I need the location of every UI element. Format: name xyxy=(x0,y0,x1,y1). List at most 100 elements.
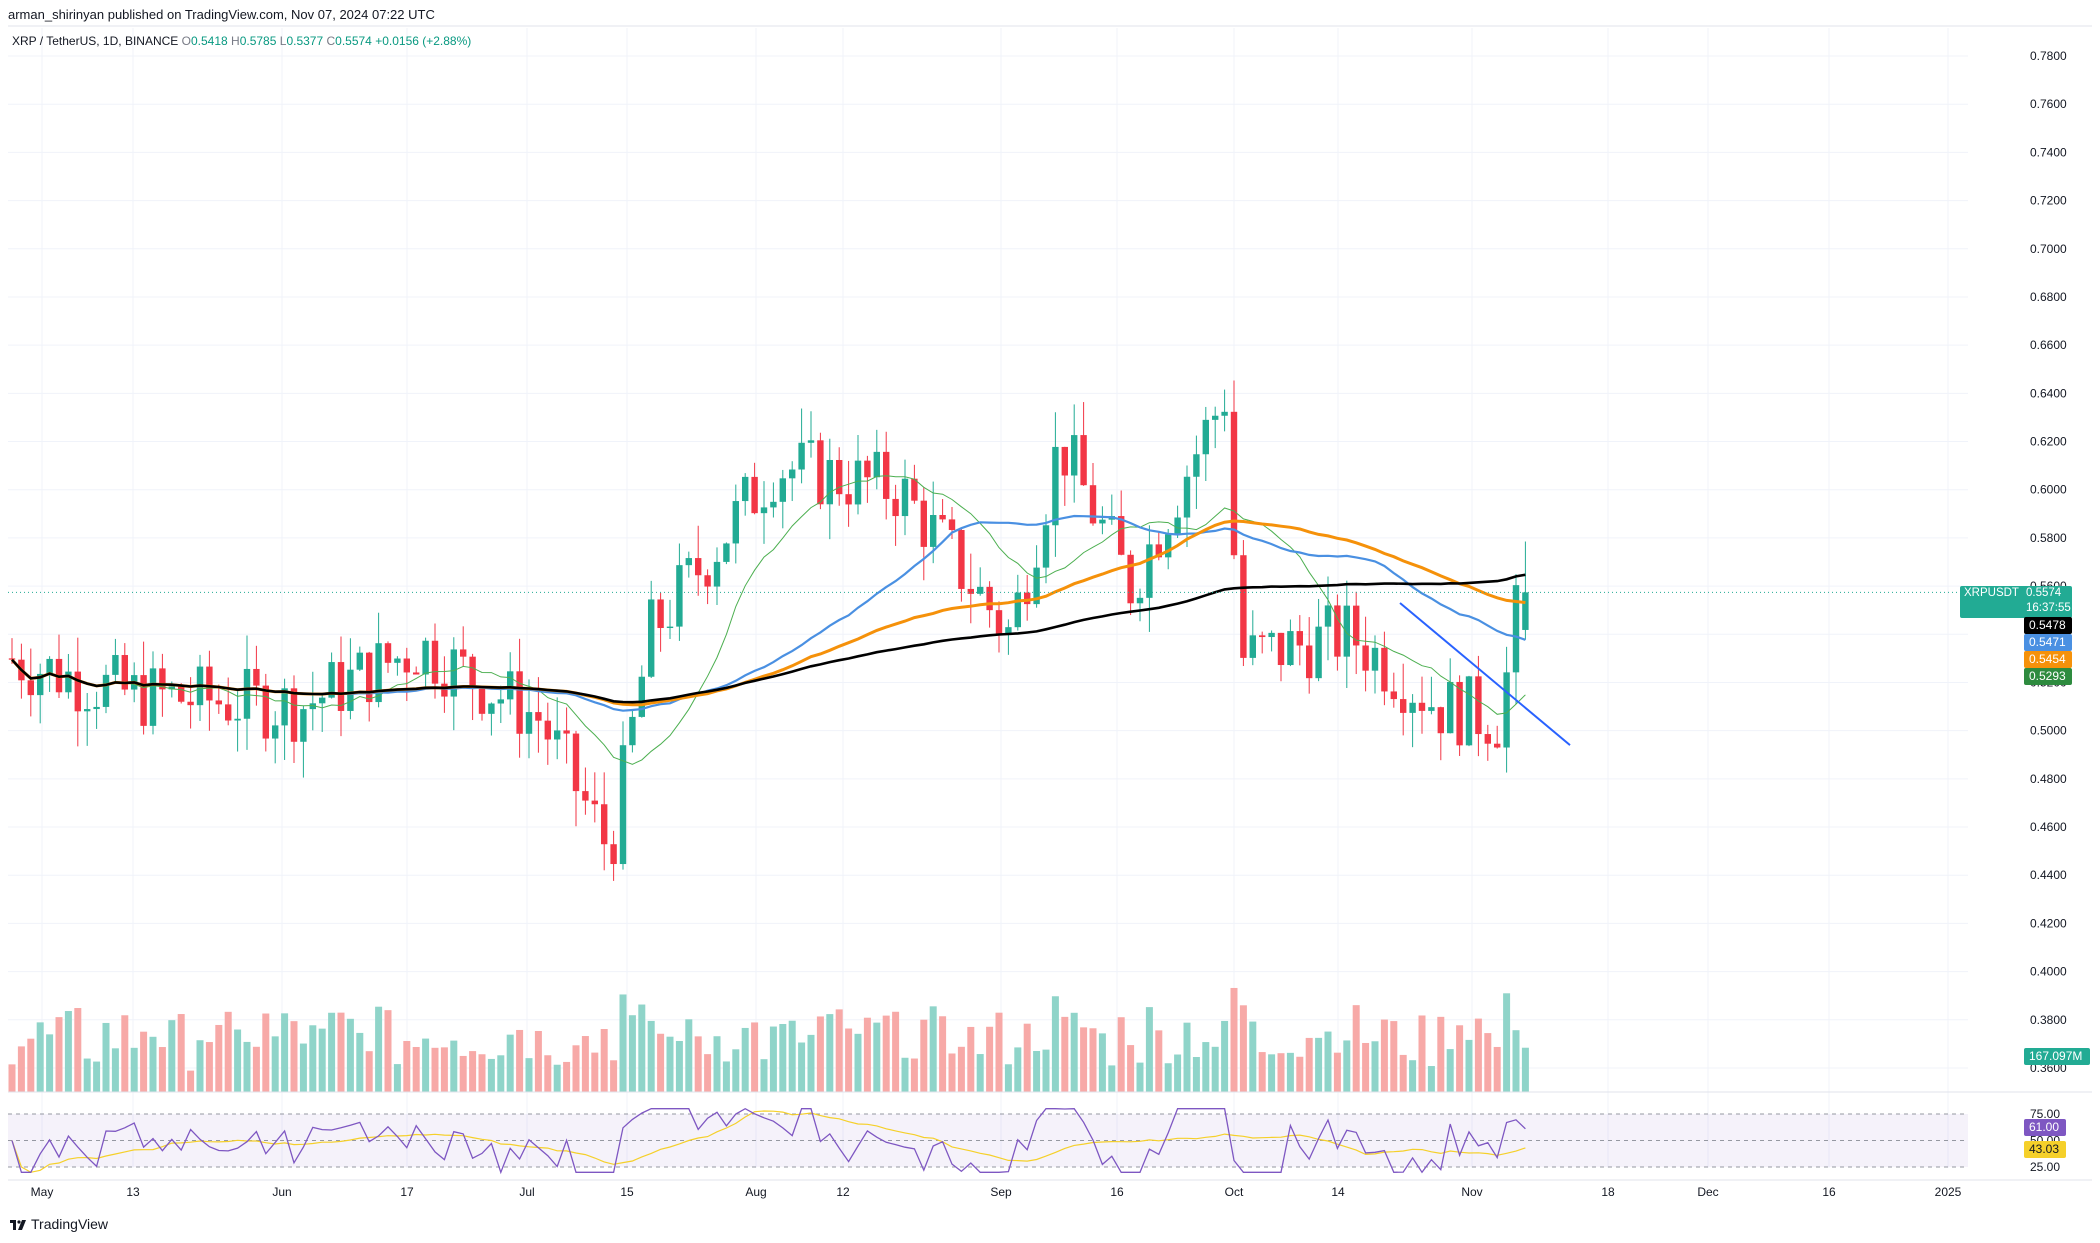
volume-bar xyxy=(356,1032,364,1092)
candle-body xyxy=(1127,554,1134,604)
rsi-ma-line xyxy=(11,1110,1526,1173)
candle-body xyxy=(1193,454,1200,477)
candle-body xyxy=(1371,647,1379,671)
volume-tag: 167.097M xyxy=(2024,1048,2090,1065)
candle-body xyxy=(1512,585,1520,673)
time-axis-label: 16 xyxy=(1822,1185,1836,1199)
candlesticks xyxy=(8,380,1529,881)
candle-body xyxy=(1522,592,1529,630)
candle-body xyxy=(1089,485,1097,524)
candle-body xyxy=(450,649,457,697)
volume-bar xyxy=(1371,1041,1379,1092)
volume-bar xyxy=(647,1020,655,1092)
candle-body xyxy=(911,478,918,501)
rsi-tag: 61.00 xyxy=(2024,1119,2066,1136)
candle-body xyxy=(1484,734,1491,744)
candle-body xyxy=(1118,516,1125,555)
volume-bar xyxy=(328,1012,336,1092)
candle-body xyxy=(920,500,927,547)
volume-bar xyxy=(929,1006,937,1092)
tradingview-brand[interactable]: TradingView xyxy=(10,1216,108,1232)
volume-bar xyxy=(93,1061,101,1092)
volume-bar xyxy=(506,1034,514,1092)
volume-bar xyxy=(910,1058,918,1092)
time-axis-label: Dec xyxy=(1697,1185,1718,1199)
candle-body xyxy=(102,674,110,707)
candle-body xyxy=(563,730,570,734)
volume-bar xyxy=(1023,1023,1031,1092)
candle-body xyxy=(864,460,871,478)
volume-bar xyxy=(1061,1016,1069,1092)
candle-body xyxy=(807,440,815,443)
volume-bar xyxy=(1202,1042,1210,1092)
candle-body xyxy=(431,640,439,684)
volume-bar xyxy=(1343,1040,1351,1092)
volume-bar xyxy=(309,1025,317,1092)
candle-body xyxy=(300,709,307,742)
volume-bar xyxy=(187,1070,195,1092)
candle-body xyxy=(1400,699,1407,713)
tradingview-logo-icon xyxy=(10,1220,26,1230)
volume-bar xyxy=(835,1009,843,1092)
ma20-tag: 0.5293 xyxy=(2024,668,2072,685)
candle-body xyxy=(770,501,777,508)
volume-bar xyxy=(102,1022,110,1092)
symbol-name[interactable]: XRP / TetherUS, 1D, BINANCE xyxy=(12,34,179,48)
candle-body xyxy=(1099,519,1106,524)
volume-bar xyxy=(177,1014,185,1092)
candle-body xyxy=(74,671,81,712)
price-axis-label: 0.6000 xyxy=(2030,483,2067,497)
price-axis-label: 0.7600 xyxy=(2030,97,2067,111)
candle-body xyxy=(544,720,551,740)
volume-bar xyxy=(826,1014,834,1092)
volume-bar xyxy=(1493,1046,1501,1092)
candle-body xyxy=(1409,702,1416,713)
candle-body xyxy=(1381,647,1388,692)
candle-body xyxy=(958,529,965,589)
candle-body xyxy=(1014,592,1021,628)
volume-bar xyxy=(346,1018,354,1092)
volume-bar xyxy=(967,1026,975,1092)
candle-body xyxy=(1249,635,1256,658)
candle-body xyxy=(967,588,974,594)
candle-body xyxy=(939,514,946,520)
candle-body xyxy=(1071,435,1078,476)
high-value: 0.5785 xyxy=(239,34,277,48)
countdown-label: 16:37:55 xyxy=(2026,602,2071,614)
volume-bar xyxy=(722,1061,730,1092)
volume-bar xyxy=(1409,1060,1417,1092)
axes: 0.7800 0.7600 0.7400 0.7200 0.7000 0.6800 0.66… xyxy=(8,25,2092,1199)
candle-body xyxy=(723,543,730,562)
volume-bar xyxy=(948,1053,956,1092)
volume-bar xyxy=(1503,993,1511,1092)
volume-bar xyxy=(995,1012,1003,1092)
candle-body xyxy=(1296,631,1303,646)
volume-bar xyxy=(769,1026,777,1092)
volume-bar xyxy=(1277,1053,1285,1092)
candle-body xyxy=(178,686,185,702)
candle-body xyxy=(977,586,984,594)
time-axis-label: Aug xyxy=(745,1185,766,1199)
volume-bar xyxy=(497,1055,505,1092)
volume-bar xyxy=(1521,1047,1529,1092)
candle-body xyxy=(394,658,401,663)
volume-bar xyxy=(1089,1028,1097,1092)
volume-bar xyxy=(1239,1005,1247,1092)
volume-bar xyxy=(234,1029,242,1092)
volume-bar xyxy=(628,1015,636,1092)
volume-bar xyxy=(337,1012,345,1092)
price-axis-label: 0.6800 xyxy=(2030,290,2067,304)
candle-body xyxy=(1428,707,1435,711)
volume-bar xyxy=(1230,987,1238,1092)
candle-body xyxy=(168,686,175,690)
candle-body xyxy=(243,668,251,719)
volume-bar xyxy=(365,1051,373,1092)
low-value: 0.5377 xyxy=(286,34,324,48)
volume-bar xyxy=(46,1034,54,1092)
candle-body xyxy=(1174,517,1181,535)
volume-bar xyxy=(854,1033,862,1092)
volume-bar xyxy=(751,1022,759,1092)
volume-bar xyxy=(1051,996,1059,1092)
volume-bar xyxy=(1014,1047,1022,1092)
